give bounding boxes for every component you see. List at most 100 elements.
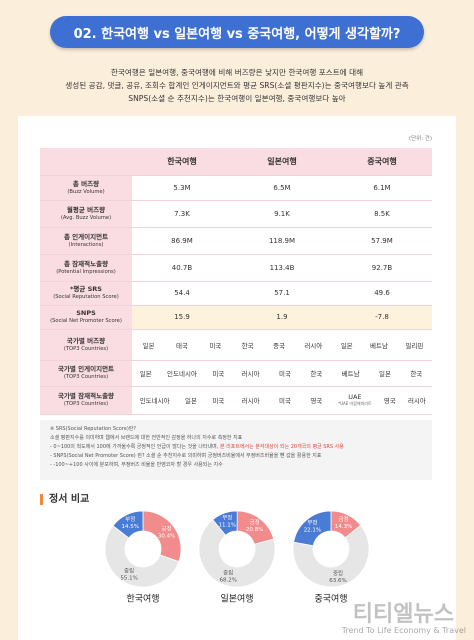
row-label: 총 버즈량 (Buzz Volume) [40, 175, 132, 201]
row-label: 국가별 버즈량 (TOP3 Countries) [40, 329, 132, 361]
table-cell: 베트남 일본 한국 [332, 360, 432, 387]
country-list: 러시아 미국 한국 [232, 368, 332, 378]
row-label-text: SNPS [76, 309, 96, 317]
country-name: 일본 [139, 370, 152, 378]
donut-label: 한국여행 [126, 593, 159, 605]
country: 미국 [279, 395, 291, 405]
slice-value: 14.5% [121, 524, 138, 530]
table-cell: 86.9M [132, 227, 232, 255]
donut-slice [104, 525, 180, 588]
note-line: - SNPS(Social Net Promoter Score) 란? 소셜 … [50, 453, 322, 459]
country-name: 영국 [310, 397, 323, 405]
country-name: 미국 [278, 397, 291, 405]
country-name: 베트남 [341, 370, 360, 378]
country-name: 러시아 [304, 341, 323, 350]
country-name: 미국 [209, 341, 222, 350]
country-note: *UAE 아랍에미리트 [338, 401, 372, 406]
header-row: 한국여행 일본여행 중국여행 [40, 148, 432, 176]
country-list: 일본 인도네시아 미국 [132, 368, 232, 378]
country-name: 베트남 [370, 341, 388, 350]
row-label: 총 인게이지먼트 (Interactions) [40, 227, 132, 255]
column-header: 한국여행 [132, 148, 232, 176]
table-cell: 40.7B [132, 254, 232, 282]
row-sublabel: (Avg. Buzz Volume) [60, 214, 112, 221]
table-cell: 118.9M [232, 227, 332, 255]
slice-value: 55.1% [120, 575, 137, 581]
country: 미국 [212, 395, 224, 405]
country: 영국 [310, 395, 322, 405]
table-cell: -7.8 [332, 305, 432, 330]
table-cell: 인도네시아 일본 미국 [132, 386, 232, 415]
table-cell: 9.1K [232, 200, 332, 228]
intro-line: SNPS(소셜 순 추천지수)는 한국여행이 일본여행, 중국여행보다 높아 [128, 94, 346, 103]
row-label: 월평균 버즈량 (Avg. Buzz Volume) [40, 200, 132, 228]
note-line: - -100~+100 사이에 분포하며, 부정버즈 비율을 반영코자 할 경우… [50, 462, 223, 468]
table-cell: 8.5K [332, 200, 432, 228]
donut-label: 중국여행 [314, 593, 347, 605]
table-cell: 113.4B [232, 254, 332, 282]
slice-category: 긍정 [162, 525, 172, 532]
intro-line: 생성된 공감, 댓글, 공유, 조회수 합계인 인게이지먼트와 평균 SRS(소… [65, 81, 409, 90]
country-name: 미국 [278, 370, 291, 378]
slice-category: 중립 [223, 569, 233, 577]
country-name: 중국 [273, 341, 285, 350]
header-cell [40, 148, 132, 176]
country: 러시아 [408, 395, 426, 405]
country-list: 일본 태국 미국 [132, 340, 232, 350]
table-cell: 1.9 [232, 305, 332, 330]
note-line: - 0~100의 척도에서 100에 가까울수록 긍정적인 언급이 많다는 것을… [50, 443, 422, 452]
row-label-text: 총 버즈량 [72, 179, 100, 188]
country: 미국 [212, 368, 224, 378]
country-name: 태국 [176, 341, 188, 350]
intro: 한국여행은 일본여행, 중국여행에 비해 버즈량은 낮지만 한국여행 포스트에 … [0, 66, 474, 105]
row-sublabel: (Interactions) [68, 241, 104, 248]
country-name: 영국 [383, 397, 396, 405]
country: 일본 [341, 340, 353, 350]
country-name: 미국 [212, 370, 225, 378]
country: 인도네시아 [140, 395, 170, 405]
country: 영국 [384, 395, 396, 405]
section-title: 정서 비교 [40, 494, 89, 505]
country-name: 러시아 [407, 397, 426, 405]
country: 중국 [273, 340, 285, 350]
country: 한국 [310, 368, 322, 378]
country-list: 일본 베트남 필리핀 [332, 340, 432, 350]
slice-category: 중립 [333, 569, 343, 577]
row-label-text: 국가별 버즈량 [66, 336, 106, 345]
table-row: 총 인게이지먼트 (Interactions) 86.9M 118.9M 57.9M [40, 227, 432, 255]
country: 일본 [143, 340, 155, 350]
row-label-text: 국가별 잠재적노출량 [57, 392, 115, 400]
country-name: 일본 [378, 370, 391, 378]
row-label-text: *평균 SRS [70, 285, 102, 293]
country-name: 한국 [410, 370, 423, 378]
country-name: 일본 [340, 341, 353, 350]
country-name: 일본 [184, 397, 197, 405]
country: 베트남 [370, 340, 388, 350]
note-highlight: 본 리포트에서는 분석대상이 되는 20개국의 평균 SRS 사용 [219, 444, 344, 450]
row-label: SNPS (Social Net Promoter Score) [40, 305, 132, 330]
column-header: 일본여행 [232, 148, 332, 176]
slice-value: 68.2% [219, 578, 236, 584]
country-list: UAE *UAE 아랍에미리트 영국 러시아 [332, 393, 432, 407]
note-line: 소셜 평판지수를 의미하며 웹에서 브랜드에 대한 전반적인 감정을 하나의 지… [50, 435, 243, 441]
unit: (단위: 건) [408, 136, 432, 142]
country-name: 인도네시아 [167, 370, 197, 378]
donut-slice [292, 524, 370, 588]
row-label-text: 월평균 버즈량 [66, 205, 106, 214]
table-cell: 일본 베트남 필리핀 [332, 329, 432, 361]
slice-category: 긍정 [339, 516, 349, 523]
table-row: 월평균 버즈량 (Avg. Buzz Volume) 7.3K 9.1K 8.5K [40, 200, 432, 228]
country-name: UAE [348, 393, 362, 401]
slice-value: 22.1% [304, 528, 321, 534]
slice-value: 11.1% [219, 523, 236, 529]
row-label-text: 총 인게이지먼트 [63, 232, 109, 241]
country: UAE *UAE 아랍에미리트 [338, 393, 372, 407]
table-row: 국가별 버즈량 (TOP3 Countries) 일본 태국 미국 한국 중국 러시아 일본 베트… [40, 329, 432, 361]
country: 일본 [379, 368, 391, 378]
slice-category: 부정 [307, 520, 317, 527]
donut-slice [198, 519, 276, 588]
donut-slice [112, 510, 144, 539]
slice-value: 20.8% [246, 527, 263, 533]
table-cell: 15.9 [132, 305, 232, 330]
table: 한국여행 일본여행 중국여행 총 버즈량 (Buzz Volume) 5.3M 6.5M 6.… [40, 148, 432, 415]
